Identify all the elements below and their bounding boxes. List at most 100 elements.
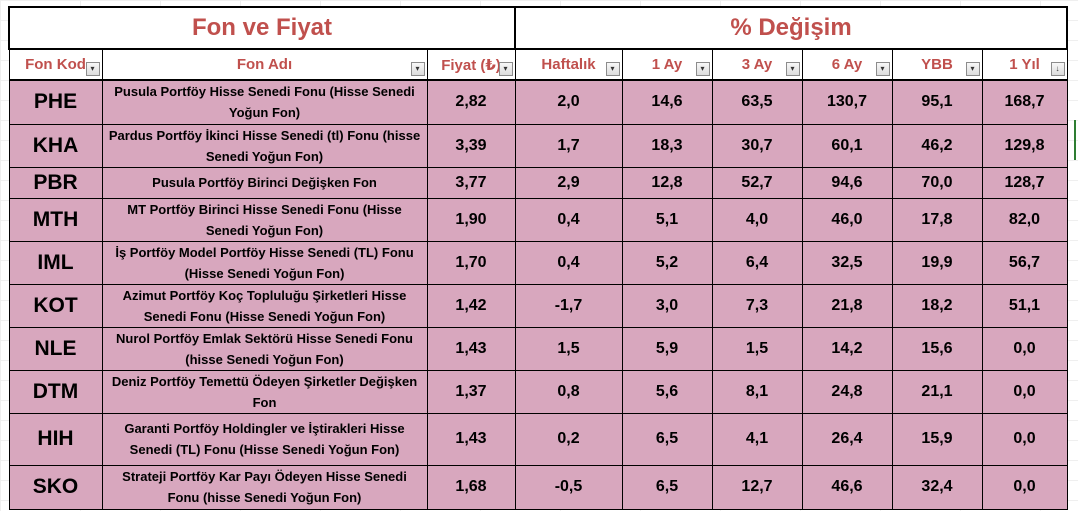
one-year-change-cell[interactable]: 51,1 [981,283,1068,328]
price-cell[interactable]: 1,70 [426,240,516,285]
three-month-change-cell[interactable]: 4,0 [711,197,803,242]
three-month-change-cell[interactable]: 12,7 [711,464,803,510]
column-header[interactable]: Fiyat (₺) ▾ [426,48,516,81]
one-month-change-cell[interactable]: 5,1 [621,197,713,242]
price-cell[interactable]: 1,37 [426,369,516,414]
filter-dropdown-icon[interactable]: ▾ [965,62,980,76]
one-year-change-cell[interactable]: 0,0 [981,369,1068,414]
three-month-change-cell[interactable]: 8,1 [711,369,803,414]
ytd-change-cell[interactable]: 19,9 [891,240,983,285]
weekly-change-cell[interactable]: 0,8 [514,369,623,414]
weekly-change-cell[interactable]: 0,2 [514,412,623,466]
ytd-change-cell[interactable]: 15,6 [891,326,983,371]
three-month-change-cell[interactable]: 1,5 [711,326,803,371]
one-month-change-cell[interactable]: 5,2 [621,240,713,285]
price-cell[interactable]: 3,77 [426,166,516,199]
fund-name-cell[interactable]: Garanti Portföy Holdingler ve İştirakler… [101,412,428,466]
column-header[interactable]: Haftalık ▾ [514,48,623,81]
six-month-change-cell[interactable]: 46,0 [801,197,893,242]
ytd-change-cell[interactable]: 18,2 [891,283,983,328]
weekly-change-cell[interactable]: 0,4 [514,240,623,285]
column-header[interactable]: YBB ▾ [891,48,983,81]
column-header[interactable]: 3 Ay ▾ [711,48,803,81]
weekly-change-cell[interactable]: 0,4 [514,197,623,242]
fund-code-cell[interactable]: KHA [8,123,103,168]
ytd-change-cell[interactable]: 21,1 [891,369,983,414]
weekly-change-cell[interactable]: 2,0 [514,79,623,125]
fund-name-cell[interactable]: MT Portföy Birinci Hisse Senedi Fonu (Hi… [101,197,428,242]
sort-descending-icon[interactable]: ↓ [1050,62,1065,76]
price-cell[interactable]: 2,82 [426,79,516,125]
six-month-change-cell[interactable]: 21,8 [801,283,893,328]
fund-code-cell[interactable]: DTM [8,369,103,414]
one-month-change-cell[interactable]: 12,8 [621,166,713,199]
three-month-change-cell[interactable]: 52,7 [711,166,803,199]
weekly-change-cell[interactable]: 1,7 [514,123,623,168]
three-month-change-cell[interactable]: 63,5 [711,79,803,125]
filter-dropdown-icon[interactable]: ▾ [498,62,513,76]
six-month-change-cell[interactable]: 94,6 [801,166,893,199]
six-month-change-cell[interactable]: 26,4 [801,412,893,466]
filter-dropdown-icon[interactable]: ▾ [695,62,710,76]
six-month-change-cell[interactable]: 60,1 [801,123,893,168]
one-month-change-cell[interactable]: 6,5 [621,412,713,466]
price-cell[interactable]: 3,39 [426,123,516,168]
six-month-change-cell[interactable]: 32,5 [801,240,893,285]
one-month-change-cell[interactable]: 18,3 [621,123,713,168]
six-month-change-cell[interactable]: 14,2 [801,326,893,371]
weekly-change-cell[interactable]: 2,9 [514,166,623,199]
fund-code-cell[interactable]: HIH [8,412,103,466]
column-header[interactable]: 1 Yıl ↓ [981,48,1068,81]
three-month-change-cell[interactable]: 30,7 [711,123,803,168]
one-year-change-cell[interactable]: 0,0 [981,412,1068,466]
fund-code-cell[interactable]: NLE [8,326,103,371]
one-year-change-cell[interactable]: 0,0 [981,326,1068,371]
one-year-change-cell[interactable]: 82,0 [981,197,1068,242]
fund-name-cell[interactable]: Nurol Portföy Emlak Sektörü Hisse Senedi… [101,326,428,371]
fund-name-cell[interactable]: Strateji Portföy Kar Payı Ödeyen Hisse S… [101,464,428,510]
column-header[interactable]: Fon Kod ▾ [8,48,103,81]
one-year-change-cell[interactable]: 168,7 [981,79,1068,125]
price-cell[interactable]: 1,43 [426,412,516,466]
one-month-change-cell[interactable]: 6,5 [621,464,713,510]
price-cell[interactable]: 1,43 [426,326,516,371]
filter-dropdown-icon[interactable]: ▾ [605,62,620,76]
ytd-change-cell[interactable]: 46,2 [891,123,983,168]
fund-code-cell[interactable]: PHE [8,79,103,125]
column-header[interactable]: 1 Ay ▾ [621,48,713,81]
price-cell[interactable]: 1,68 [426,464,516,510]
price-cell[interactable]: 1,90 [426,197,516,242]
ytd-change-cell[interactable]: 70,0 [891,166,983,199]
one-month-change-cell[interactable]: 3,0 [621,283,713,328]
weekly-change-cell[interactable]: -1,7 [514,283,623,328]
fund-name-cell[interactable]: Pardus Portföy İkinci Hisse Senedi (tl) … [101,123,428,168]
one-year-change-cell[interactable]: 56,7 [981,240,1068,285]
six-month-change-cell[interactable]: 130,7 [801,79,893,125]
column-header[interactable]: 6 Ay ▾ [801,48,893,81]
fund-code-cell[interactable]: SKO [8,464,103,510]
filter-dropdown-icon[interactable]: ▾ [410,62,425,76]
ytd-change-cell[interactable]: 15,9 [891,412,983,466]
ytd-change-cell[interactable]: 32,4 [891,464,983,510]
one-month-change-cell[interactable]: 5,9 [621,326,713,371]
fund-name-cell[interactable]: Pusula Portföy Birinci Değişken Fon [101,166,428,199]
fund-code-cell[interactable]: IML [8,240,103,285]
ytd-change-cell[interactable]: 17,8 [891,197,983,242]
one-month-change-cell[interactable]: 14,6 [621,79,713,125]
three-month-change-cell[interactable]: 6,4 [711,240,803,285]
one-month-change-cell[interactable]: 5,6 [621,369,713,414]
ytd-change-cell[interactable]: 95,1 [891,79,983,125]
column-header[interactable]: Fon Adı ▾ [101,48,428,81]
one-year-change-cell[interactable]: 128,7 [981,166,1068,199]
filter-dropdown-icon[interactable]: ▾ [875,62,890,76]
six-month-change-cell[interactable]: 24,8 [801,369,893,414]
fund-code-cell[interactable]: KOT [8,283,103,328]
fund-name-cell[interactable]: Deniz Portföy Temettü Ödeyen Şirketler D… [101,369,428,414]
weekly-change-cell[interactable]: 1,5 [514,326,623,371]
one-year-change-cell[interactable]: 129,8 [981,123,1068,168]
fund-name-cell[interactable]: Azimut Portföy Koç Topluluğu Şirketleri … [101,283,428,328]
fund-name-cell[interactable]: İş Portföy Model Portföy Hisse Senedi (T… [101,240,428,285]
six-month-change-cell[interactable]: 46,6 [801,464,893,510]
fund-name-cell[interactable]: Pusula Portföy Hisse Senedi Fonu (Hisse … [101,79,428,125]
three-month-change-cell[interactable]: 4,1 [711,412,803,466]
